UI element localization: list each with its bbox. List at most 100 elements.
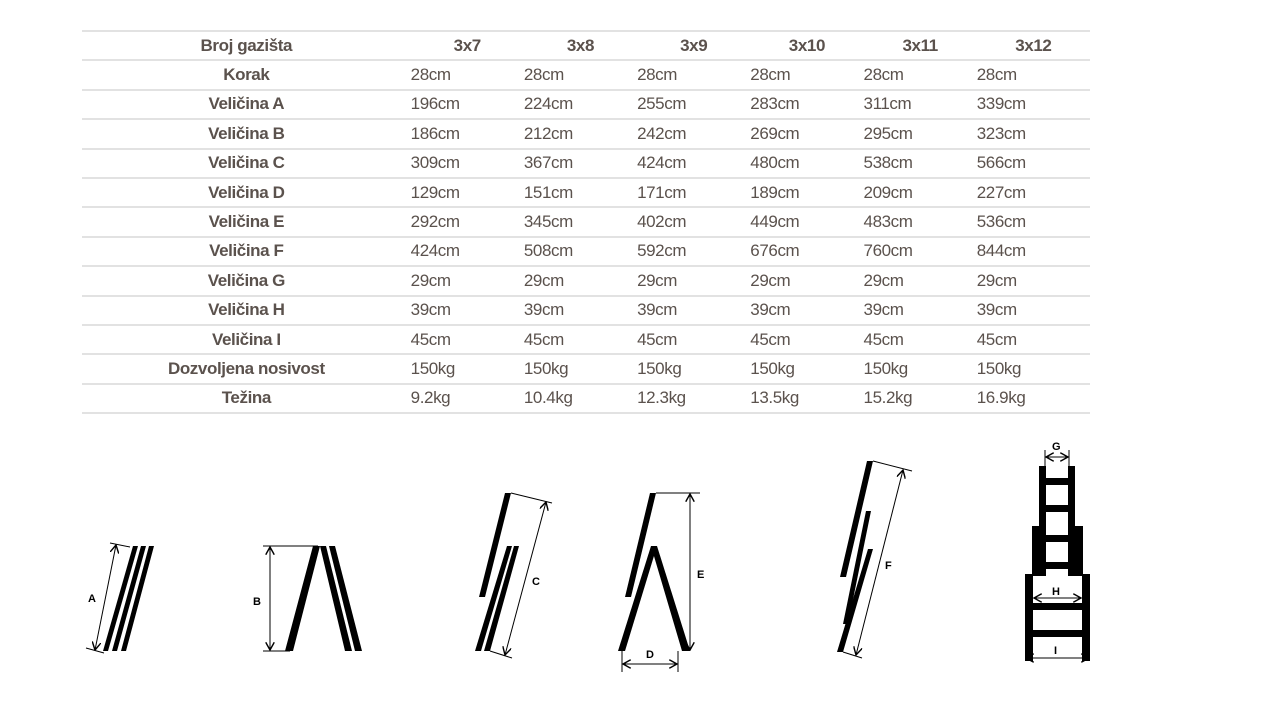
table-cell: 269cm bbox=[750, 118, 864, 149]
diagram-f: F bbox=[837, 460, 913, 659]
table-cell: 150kg bbox=[523, 353, 638, 384]
diagram-b: B bbox=[253, 545, 362, 652]
table-cell: 196cm bbox=[410, 88, 524, 120]
table-cell: 760cm bbox=[863, 235, 977, 267]
column-header: 3x8 bbox=[523, 29, 638, 61]
table-cell: 29cm bbox=[863, 265, 977, 296]
table-cell: 39cm bbox=[523, 294, 638, 325]
table-cell: 39cm bbox=[637, 294, 751, 325]
column-header: 3x7 bbox=[410, 29, 524, 61]
label-f: F bbox=[885, 560, 892, 572]
table-cell: 150kg bbox=[637, 353, 751, 384]
table-cell: 566cm bbox=[976, 147, 1090, 178]
table-cell: 424cm bbox=[410, 235, 524, 267]
table-cell: 536cm bbox=[976, 206, 1090, 237]
table-cell: 29cm bbox=[523, 265, 638, 296]
table-cell: 15.2kg bbox=[863, 382, 977, 415]
table-cell: 189cm bbox=[750, 176, 864, 208]
table-cell: 483cm bbox=[863, 206, 977, 237]
table-cell: 28cm bbox=[863, 59, 977, 90]
table-cell: 345cm bbox=[523, 206, 638, 237]
column-header: 3x11 bbox=[863, 29, 977, 61]
table-cell: 28cm bbox=[976, 59, 1090, 90]
table-cell: 538cm bbox=[863, 147, 977, 178]
table-cell: 29cm bbox=[637, 265, 751, 296]
diagram-front-view: G H I bbox=[1025, 441, 1090, 661]
table-cell: 309cm bbox=[410, 147, 524, 178]
row-label: Veličina H bbox=[82, 294, 411, 325]
table-cell: 212cm bbox=[523, 118, 638, 149]
table-cell: 12.3kg bbox=[637, 382, 751, 415]
table-cell: 28cm bbox=[523, 59, 638, 90]
table-cell: 129cm bbox=[410, 176, 524, 208]
label-c: C bbox=[532, 576, 540, 588]
table-cell: 209cm bbox=[863, 176, 977, 208]
table-cell: 28cm bbox=[410, 59, 524, 90]
table-cell: 311cm bbox=[863, 88, 977, 120]
row-label: Težina bbox=[82, 382, 411, 415]
table-cell: 150kg bbox=[750, 353, 864, 384]
row-label: Veličina D bbox=[82, 176, 411, 208]
table-cell: 186cm bbox=[410, 118, 524, 149]
table-cell: 39cm bbox=[410, 294, 524, 325]
table-cell: 39cm bbox=[863, 294, 977, 325]
table-row: Dozvoljena nosivost 150kg 150kg 150kg 150kg 1… bbox=[82, 353, 1090, 384]
table-row: Veličina C 309cm 367cm 424cm 480cm 538cm 566cm bbox=[82, 147, 1090, 178]
table-row: Veličina D 129cm 151cm 171cm 189cm 209cm 227cm bbox=[82, 176, 1090, 208]
table-cell: 676cm bbox=[750, 235, 864, 267]
table-row: Korak 28cm 28cm 28cm 28cm 28cm 28cm bbox=[82, 59, 1090, 90]
table-cell: 39cm bbox=[750, 294, 864, 325]
table-cell: 480cm bbox=[750, 147, 864, 178]
table-cell: 224cm bbox=[523, 88, 638, 120]
table-cell: 242cm bbox=[637, 118, 751, 149]
table-cell: 150kg bbox=[410, 353, 524, 384]
table-cell: 29cm bbox=[410, 265, 524, 296]
label-i: I bbox=[1054, 645, 1057, 657]
label-h: H bbox=[1052, 586, 1060, 598]
label-d: D bbox=[646, 649, 654, 661]
row-label: Korak bbox=[82, 59, 411, 90]
table-cell: 45cm bbox=[863, 323, 977, 355]
table-cell: 283cm bbox=[750, 88, 864, 120]
table-cell: 45cm bbox=[523, 323, 638, 355]
column-header: 3x10 bbox=[750, 29, 864, 61]
table-cell: 227cm bbox=[976, 176, 1090, 208]
table-cell: 28cm bbox=[637, 59, 751, 90]
table-cell: 151cm bbox=[523, 176, 638, 208]
column-header: 3x12 bbox=[976, 29, 1090, 61]
row-label: Veličina A bbox=[82, 88, 411, 120]
row-label: Veličina B bbox=[82, 118, 411, 149]
table-cell: 255cm bbox=[637, 88, 751, 120]
table-cell: 449cm bbox=[750, 206, 864, 237]
diagram-c: C bbox=[475, 492, 553, 659]
row-label: Dozvoljena nosivost bbox=[82, 353, 411, 384]
table-cell: 295cm bbox=[863, 118, 977, 149]
table-cell: 45cm bbox=[750, 323, 864, 355]
row-label: Veličina C bbox=[82, 147, 411, 178]
table-cell: 28cm bbox=[750, 59, 864, 90]
table-cell: 9.2kg bbox=[410, 382, 524, 415]
table-cell: 10.4kg bbox=[523, 382, 638, 415]
table-cell: 323cm bbox=[976, 118, 1090, 149]
table-row: Veličina G 29cm 29cm 29cm 29cm 29cm 29cm bbox=[82, 265, 1090, 296]
header-label: Broj gazišta bbox=[82, 29, 411, 61]
table-cell: 171cm bbox=[637, 176, 751, 208]
diagram-d-e: E D bbox=[618, 492, 704, 672]
header-row: Broj gazišta 3x7 3x8 3x9 3x10 3x11 3x12 bbox=[82, 29, 1090, 61]
table-row: Veličina I 45cm 45cm 45cm 45cm 45cm 45cm bbox=[82, 323, 1090, 355]
specs-table: Broj gazišta 3x7 3x8 3x9 3x10 3x11 3x12 Korak… bbox=[82, 29, 1090, 415]
label-b: B bbox=[253, 596, 261, 608]
label-g: G bbox=[1052, 441, 1061, 453]
row-label: Veličina E bbox=[82, 206, 411, 237]
table-cell: 844cm bbox=[976, 235, 1090, 267]
table-row: Veličina H 39cm 39cm 39cm 39cm 39cm 39cm bbox=[82, 294, 1090, 325]
table-cell: 45cm bbox=[637, 323, 751, 355]
column-header: 3x9 bbox=[637, 29, 751, 61]
label-a: A bbox=[88, 593, 96, 605]
label-e: E bbox=[697, 569, 704, 581]
table-row: Veličina A 196cm 224cm 255cm 283cm 311cm 339cm bbox=[82, 88, 1090, 120]
table-cell: 367cm bbox=[523, 147, 638, 178]
row-label: Veličina I bbox=[82, 323, 411, 355]
table-cell: 150kg bbox=[976, 353, 1090, 384]
